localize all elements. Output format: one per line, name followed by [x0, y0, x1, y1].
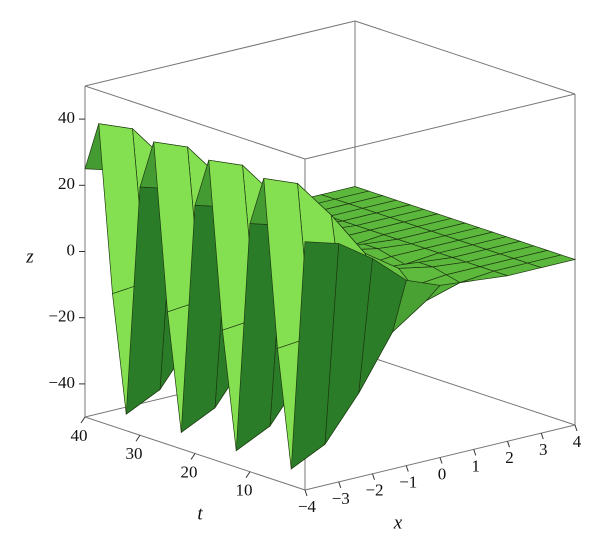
surface-cell [290, 241, 340, 470]
x-tick-label: 0 [438, 464, 447, 483]
t-tick-label: 10 [236, 481, 253, 500]
x-tick [473, 449, 477, 456]
x-tick-label: −2 [365, 481, 383, 500]
x-tick-label: 3 [539, 440, 548, 459]
z-tick-label: 0 [67, 240, 76, 259]
x-tick-label: −3 [332, 489, 350, 508]
x-tick-label: 1 [472, 456, 481, 475]
box-edge [354, 351, 576, 426]
x-tick [507, 441, 510, 448]
x-tick-label: −4 [298, 497, 317, 516]
t-tick [135, 434, 141, 442]
x-tick [338, 481, 342, 489]
box-edge [84, 20, 356, 87]
t-tick-label: 40 [71, 426, 88, 445]
x-tick [304, 489, 308, 497]
x-tick-label: −1 [399, 473, 417, 492]
box-edge [84, 85, 306, 160]
x-tick [372, 473, 375, 480]
t-tick-label: 30 [126, 444, 143, 463]
t-tick [80, 416, 86, 424]
z-tick-label: −20 [48, 307, 75, 326]
box-edge [304, 93, 576, 160]
axes: −40 −20 0 20 40 10 20 30 40 −4 −3 −2 −1 0 1 2 3 4 [48, 108, 581, 516]
z-tick-label: −40 [48, 373, 75, 392]
x-axis-label: x [393, 512, 403, 533]
z-tick-label: 40 [58, 108, 75, 127]
x-tick [405, 465, 409, 472]
x-tick-label: 2 [505, 448, 514, 467]
x-tick [574, 424, 578, 432]
t-tick [245, 471, 251, 479]
x-tick-label: 4 [573, 432, 582, 451]
z-tick-label: 20 [58, 174, 75, 193]
x-tick [439, 457, 443, 464]
x-tick [540, 432, 544, 440]
surface [84, 123, 577, 470]
box-edge [354, 20, 576, 95]
t-tick-label: 20 [181, 462, 198, 481]
t-axis-label: t [197, 503, 203, 524]
z-axis-label: z [25, 246, 34, 267]
t-tick [190, 453, 196, 460]
